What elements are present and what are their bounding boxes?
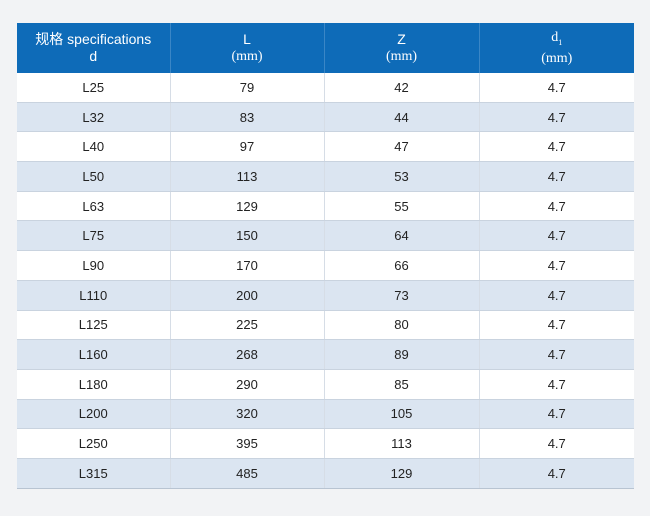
table-row: L90 170 66 4.7 — [17, 250, 634, 281]
header-length-unit: (mm) — [231, 49, 263, 64]
d1-cell: 4.7 — [479, 191, 634, 222]
z-cell: 55 — [324, 191, 480, 222]
spec-cell: L250 — [17, 428, 171, 459]
length-cell: 79 — [170, 73, 325, 103]
header-length: L (mm) — [170, 23, 325, 73]
spec-cell: L180 — [17, 369, 171, 400]
header-d1-subscript: 1 — [558, 37, 563, 47]
d1-cell: 4.7 — [479, 310, 634, 341]
table-row: L250 395 113 4.7 — [17, 428, 634, 459]
d1-cell: 4.7 — [479, 399, 634, 430]
length-cell: 113 — [170, 161, 325, 192]
table-row: L125 225 80 4.7 — [17, 310, 634, 341]
header-d1: d1 (mm) — [479, 23, 634, 73]
table-row: L25 79 42 4.7 — [17, 73, 634, 103]
z-cell: 42 — [324, 73, 480, 103]
specification-table: 规格 specifications d L (mm) Z (mm) d1 (mm… — [17, 23, 634, 489]
length-cell: 150 — [170, 220, 325, 252]
d1-cell: 4.7 — [479, 339, 634, 370]
header-d1-symbol: d1 — [480, 29, 635, 51]
header-spec-title: 规格 specifications — [35, 31, 152, 47]
spec-cell: L200 — [17, 399, 171, 430]
d1-cell: 4.7 — [479, 250, 634, 281]
table-row: L75 150 64 4.7 — [17, 220, 634, 252]
spec-cell: L90 — [17, 250, 171, 281]
length-cell: 97 — [170, 131, 325, 163]
d1-cell: 4.7 — [479, 161, 634, 192]
length-cell: 485 — [170, 458, 325, 489]
length-cell: 129 — [170, 191, 325, 222]
z-cell: 85 — [324, 369, 480, 400]
header-d1-unit: (mm) — [541, 51, 573, 67]
length-cell: 200 — [170, 280, 325, 311]
d1-cell: 4.7 — [479, 102, 634, 133]
header-spec: 规格 specifications d — [17, 23, 171, 73]
length-cell: 225 — [170, 310, 325, 341]
length-cell: 320 — [170, 399, 325, 430]
table-row: L40 97 47 4.7 — [17, 131, 634, 163]
header-length-symbol: L — [243, 31, 251, 47]
spec-cell: L50 — [17, 161, 171, 192]
header-row: 规格 specifications d L (mm) Z (mm) d1 (mm… — [17, 23, 634, 73]
table-row: L50 113 53 4.7 — [17, 161, 634, 192]
d1-cell: 4.7 — [479, 280, 634, 311]
table-row: L32 83 44 4.7 — [17, 102, 634, 133]
spec-cell: L125 — [17, 310, 171, 341]
table-row: L200 320 105 4.7 — [17, 399, 634, 430]
spec-cell: L75 — [17, 220, 171, 252]
header-d1-letter: d — [551, 29, 559, 45]
spec-table-container: 规格 specifications d L (mm) Z (mm) d1 (mm… — [17, 23, 634, 489]
table-row: L160 268 89 4.7 — [17, 339, 634, 370]
table-row: L180 290 85 4.7 — [17, 369, 634, 400]
z-cell: 89 — [324, 339, 480, 370]
table-row: L110 200 73 4.7 — [17, 280, 634, 311]
d1-cell: 4.7 — [479, 458, 634, 489]
header-spec-symbol: d — [89, 48, 98, 64]
z-cell: 80 — [324, 310, 480, 341]
length-cell: 395 — [170, 428, 325, 459]
length-cell: 268 — [170, 339, 325, 370]
z-cell: 44 — [324, 102, 480, 133]
d1-cell: 4.7 — [479, 369, 634, 400]
spec-cell: L110 — [17, 280, 171, 311]
length-cell: 170 — [170, 250, 325, 281]
d1-cell: 4.7 — [479, 73, 634, 103]
z-cell: 129 — [324, 458, 480, 489]
spec-cell: L315 — [17, 458, 171, 489]
d1-cell: 4.7 — [479, 131, 634, 163]
d1-cell: 4.7 — [479, 220, 634, 252]
table-header: 规格 specifications d L (mm) Z (mm) d1 (mm… — [17, 23, 634, 73]
header-z-unit: (mm) — [385, 49, 418, 64]
header-z-symbol: Z — [397, 31, 406, 47]
table-row: L315 485 129 4.7 — [17, 458, 634, 489]
length-cell: 83 — [170, 102, 325, 133]
length-cell: 290 — [170, 369, 325, 400]
spec-cell: L32 — [17, 102, 171, 133]
z-cell: 53 — [324, 161, 480, 192]
spec-cell: L25 — [17, 73, 171, 103]
z-cell: 73 — [324, 280, 480, 311]
spec-cell: L160 — [17, 339, 171, 370]
table-row: L63 129 55 4.7 — [17, 191, 634, 222]
spec-cell: L40 — [17, 131, 171, 163]
z-cell: 105 — [324, 399, 480, 430]
header-z: Z (mm) — [324, 23, 480, 73]
table-body: L25 79 42 4.7 L32 83 44 4.7 L40 97 47 4.7 L50 113 53 4.… — [17, 73, 634, 489]
z-cell: 64 — [324, 220, 480, 252]
d1-cell: 4.7 — [479, 428, 634, 459]
z-cell: 66 — [324, 250, 480, 281]
z-cell: 113 — [324, 428, 480, 459]
spec-cell: L63 — [17, 191, 171, 222]
z-cell: 47 — [324, 131, 480, 163]
